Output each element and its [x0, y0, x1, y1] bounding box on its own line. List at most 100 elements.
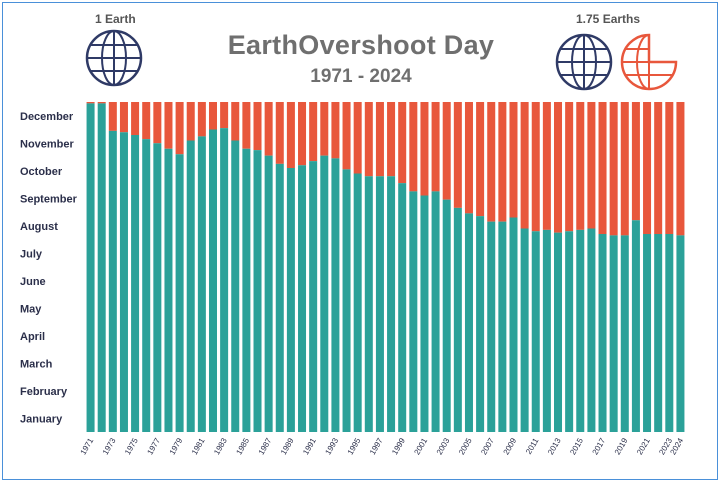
one-earth-label: 1 Earth: [95, 12, 136, 26]
overshoot-bar-1973: [108, 102, 117, 131]
overshoot-bar-2002: [431, 102, 440, 192]
overshoot-bar-2005: [464, 102, 473, 214]
available-bar-1981: [197, 136, 206, 432]
year-label-2024: 2024: [668, 436, 685, 456]
available-bar-2017: [598, 234, 607, 432]
overshoot-bar-2021: [643, 102, 652, 234]
overshoot-bar-1985: [242, 102, 251, 149]
year-label-1989: 1989: [279, 436, 296, 456]
available-bar-2020: [631, 220, 640, 432]
overshoot-bar-1977: [153, 102, 162, 144]
overshoot-bar-2017: [598, 102, 607, 234]
available-bar-2011: [531, 231, 540, 432]
available-bar-1978: [164, 148, 173, 432]
month-label-october: October: [20, 166, 63, 178]
available-bar-2021: [643, 234, 652, 432]
overshoot-bar-1971: [86, 102, 95, 104]
available-bar-1979: [175, 154, 184, 432]
overshoot-bar-2007: [487, 102, 496, 222]
available-bar-2018: [609, 235, 618, 432]
overshoot-bar-2012: [542, 102, 551, 230]
month-label-february: February: [20, 386, 68, 398]
available-bar-2005: [464, 213, 473, 432]
available-bar-2019: [620, 235, 629, 432]
year-label-1979: 1979: [168, 436, 185, 456]
overshoot-bar-2006: [476, 102, 485, 217]
overshoot-bar-1972: [97, 102, 106, 104]
year-label-2013: 2013: [546, 436, 563, 456]
month-label-may: May: [20, 303, 42, 315]
overshoot-bar-1975: [131, 102, 140, 135]
available-bar-1996: [364, 176, 373, 432]
available-bar-1985: [242, 148, 251, 432]
month-label-march: March: [20, 358, 53, 370]
available-bar-1995: [353, 173, 362, 432]
available-bar-1989: [286, 168, 295, 432]
available-bar-1976: [142, 139, 151, 432]
overshoot-bar-1994: [342, 102, 351, 170]
bars-group: [86, 102, 685, 432]
overshoot-bar-2001: [420, 102, 429, 196]
available-bar-1991: [309, 161, 318, 432]
year-label-1999: 1999: [390, 436, 407, 456]
overshoot-bar-1993: [331, 102, 340, 159]
available-bar-2015: [576, 229, 585, 432]
overshoot-bar-1995: [353, 102, 362, 174]
year-label-1973: 1973: [101, 436, 118, 456]
year-label-1975: 1975: [123, 436, 140, 456]
available-bar-1971: [86, 103, 95, 432]
overshoot-bar-2024: [676, 102, 685, 236]
overshoot-bar-2018: [609, 102, 618, 236]
overshoot-bar-1991: [309, 102, 318, 162]
globe-icon: [555, 33, 613, 91]
available-bar-1973: [108, 130, 117, 432]
year-label-2015: 2015: [568, 436, 585, 456]
overshoot-bar-1986: [253, 102, 262, 151]
overshoot-bar-1996: [364, 102, 373, 177]
overshoot-bar-1983: [220, 102, 229, 129]
available-bar-1984: [231, 140, 240, 432]
year-label-2019: 2019: [613, 436, 630, 456]
available-bar-1972: [97, 103, 106, 432]
available-bar-2022: [654, 234, 663, 432]
available-bar-1977: [153, 143, 162, 432]
overshoot-bar-1998: [387, 102, 396, 177]
year-label-1981: 1981: [190, 436, 207, 456]
overshoot-bar-2022: [654, 102, 663, 234]
year-label-1987: 1987: [257, 436, 274, 456]
overshoot-bar-2015: [576, 102, 585, 230]
available-bar-1992: [320, 155, 329, 432]
available-bar-1997: [375, 176, 384, 432]
month-label-april: April: [20, 331, 45, 343]
year-label-1985: 1985: [234, 436, 251, 456]
month-label-december: December: [20, 111, 74, 123]
year-label-2007: 2007: [479, 436, 496, 456]
overshoot-bar-1989: [286, 102, 295, 168]
year-label-2005: 2005: [457, 436, 474, 456]
available-bar-2007: [487, 221, 496, 432]
available-bar-2024: [676, 235, 685, 432]
overshoot-bar-1976: [142, 102, 151, 140]
available-bar-2001: [420, 195, 429, 432]
overshoot-bar-1981: [197, 102, 206, 137]
available-bar-1980: [186, 140, 195, 432]
month-label-november: November: [20, 138, 75, 150]
year-label-1997: 1997: [368, 436, 385, 456]
overshoot-bar-1992: [320, 102, 329, 156]
overshoot-bar-1982: [208, 102, 217, 130]
month-label-july: July: [20, 248, 43, 260]
overshoot-bar-1974: [119, 102, 128, 133]
overshoot-bar-1978: [164, 102, 173, 149]
overshoot-bar-2004: [453, 102, 462, 208]
chart-title: EarthOvershoot Day: [227, 30, 495, 60]
overshoot-bar-1980: [186, 102, 195, 141]
available-bar-2000: [409, 191, 418, 432]
month-label-june: June: [20, 276, 46, 288]
available-bar-2003: [442, 199, 451, 432]
year-axis: 1971 1973 1975 1977 1979 1981 1983 1985 1987 1989…: [79, 436, 686, 456]
overshoot-bar-1997: [375, 102, 384, 177]
overshoot-bar-2003: [442, 102, 451, 200]
overshoot-bar-2016: [587, 102, 596, 229]
year-label-2003: 2003: [435, 436, 452, 456]
overshoot-bar-2013: [554, 102, 563, 233]
